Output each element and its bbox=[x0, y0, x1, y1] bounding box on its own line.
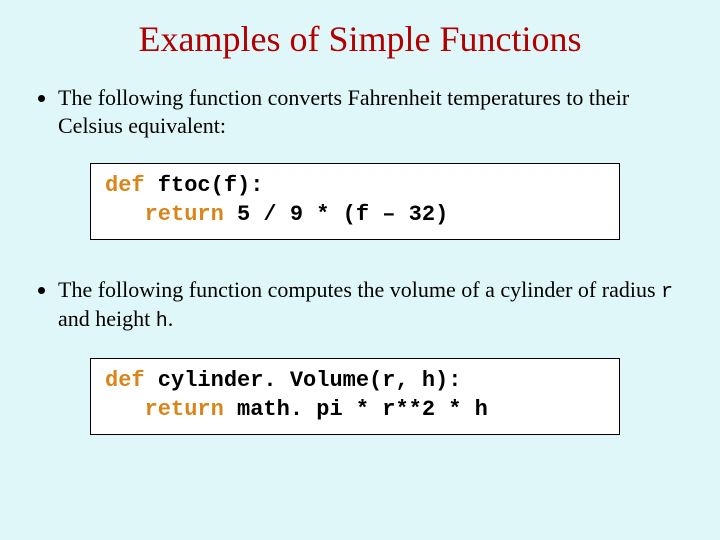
code-keyword: def bbox=[105, 368, 145, 393]
code-text: 5 / 9 * (f – 32) bbox=[224, 202, 448, 227]
bullet-text: and height bbox=[58, 306, 156, 331]
slide-title: Examples of Simple Functions bbox=[30, 18, 690, 60]
bullet-item: The following function computes the volu… bbox=[58, 276, 690, 334]
code-text: math. pi * r**2 * h bbox=[224, 397, 488, 422]
slide: Examples of Simple Functions The followi… bbox=[0, 0, 720, 540]
bullet-text: The following function computes the volu… bbox=[58, 277, 661, 302]
inline-code: h bbox=[156, 310, 168, 333]
bullet-item: The following function converts Fahrenhe… bbox=[58, 84, 690, 139]
code-keyword: return bbox=[145, 202, 224, 227]
bullet-text: . bbox=[168, 306, 174, 331]
inline-code: r bbox=[661, 281, 673, 304]
code-keyword: return bbox=[145, 397, 224, 422]
bullet-text: The following function converts Fahrenhe… bbox=[58, 85, 629, 138]
code-box: def cylinder. Volume(r, h): return math.… bbox=[90, 358, 620, 435]
code-keyword: def bbox=[105, 173, 145, 198]
bullet-list: The following function converts Fahrenhe… bbox=[30, 84, 690, 139]
bullet-list: The following function computes the volu… bbox=[30, 276, 690, 334]
code-box: def ftoc(f): return 5 / 9 * (f – 32) bbox=[90, 163, 620, 240]
